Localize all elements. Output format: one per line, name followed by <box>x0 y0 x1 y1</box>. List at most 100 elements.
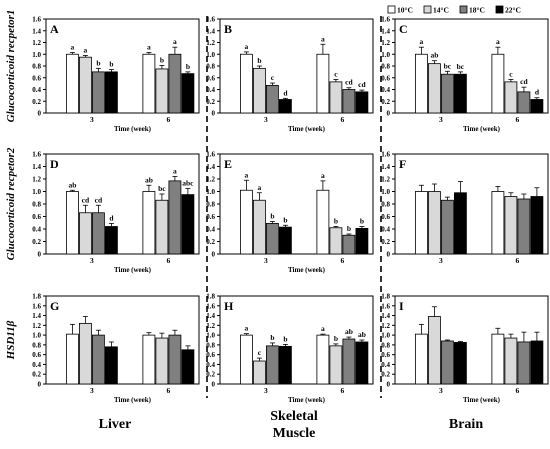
panel-letter-B: B <box>224 22 232 36</box>
column-label: Liver <box>99 417 132 432</box>
y-tick-label: 0.6 <box>381 74 390 82</box>
y-tick-label: 1.0 <box>206 51 215 59</box>
y-tick-label: 1.4 <box>32 163 41 171</box>
x-tick-label: 3 <box>439 386 443 395</box>
row-label: HSD11β <box>5 320 17 360</box>
bar <box>414 191 428 255</box>
row-label: Glucocorticoid recpetor1 <box>5 10 17 123</box>
bar <box>427 63 441 114</box>
bar <box>530 99 544 114</box>
y-tick-label: 0.8 <box>32 201 41 209</box>
significance-letter: c <box>334 70 338 79</box>
y-tick-label: 0.6 <box>381 351 390 359</box>
significance-letter: cd <box>345 78 353 87</box>
panel-letter-G: G <box>50 299 59 313</box>
y-tick-label: 0.4 <box>32 226 41 234</box>
significance-letter: a <box>245 170 249 179</box>
x-tick-label: 3 <box>90 386 94 395</box>
significance-letter: a <box>173 167 177 176</box>
bar <box>329 227 343 255</box>
bar <box>239 53 253 114</box>
significance-letter: abc <box>182 178 194 187</box>
significance-letter: d <box>109 213 114 222</box>
y-tick-label: 0.2 <box>381 98 390 106</box>
significance-letter: b <box>283 334 287 343</box>
bar <box>427 316 441 385</box>
y-tick-label: 0.6 <box>206 213 215 221</box>
bar <box>105 346 118 385</box>
bar <box>414 333 428 385</box>
y-tick-label: 1.2 <box>32 176 41 184</box>
y-tick-label: 0.8 <box>206 63 215 71</box>
significance-letter: c <box>509 70 513 79</box>
bar <box>316 189 330 255</box>
y-tick-label: 1.4 <box>381 27 390 35</box>
y-tick-label: 0.8 <box>381 63 390 71</box>
bar <box>142 191 156 255</box>
y-tick-label: 1.2 <box>32 39 41 47</box>
y-tick-label: 1.4 <box>206 163 215 171</box>
y-tick-label: 0.6 <box>32 74 41 82</box>
y-tick-label: 1.4 <box>206 27 215 35</box>
panel-frame-G <box>45 295 200 385</box>
y-tick-label: 1.2 <box>206 39 215 47</box>
bar <box>440 340 454 385</box>
bar <box>504 196 518 255</box>
y-tick-label: 1.6 <box>381 16 390 24</box>
y-tick-label: 0.4 <box>381 226 390 234</box>
significance-letter: b <box>270 212 274 221</box>
significance-letter: b <box>283 215 287 224</box>
y-tick-label: 0.6 <box>32 351 41 359</box>
y-tick-label: 0.2 <box>206 238 215 246</box>
significance-letter: ab <box>68 180 76 189</box>
y-tick-label: 0.2 <box>32 98 41 106</box>
significance-letter: a <box>245 324 249 333</box>
column-label: Brain <box>449 417 483 432</box>
x-tick-label: 6 <box>167 386 171 395</box>
y-tick-label: 0.2 <box>206 371 215 379</box>
bar <box>252 199 266 255</box>
y-tick-label: 0.8 <box>381 201 390 209</box>
significance-letter: a <box>321 324 325 333</box>
significance-letter: cd <box>520 77 528 86</box>
significance-letter: a <box>496 37 500 46</box>
y-tick-label: 0.4 <box>32 86 41 94</box>
bar <box>355 227 369 255</box>
panel-frame-H <box>219 295 374 385</box>
bar <box>517 91 531 114</box>
y-tick-label: 0 <box>387 110 391 118</box>
bar <box>252 360 266 385</box>
y-tick-label: 1.0 <box>32 188 41 196</box>
x-tick-label: 6 <box>341 256 345 265</box>
bar <box>265 84 279 114</box>
x-tick-label: 6 <box>516 386 520 395</box>
significance-letter: ab <box>430 51 438 60</box>
bar <box>504 337 518 385</box>
bar <box>181 349 195 385</box>
y-tick-label: 1.6 <box>381 151 390 159</box>
bar <box>453 192 467 255</box>
significance-letter: b <box>360 217 364 226</box>
panel-letter-D: D <box>50 157 59 171</box>
panel-letter-F: F <box>399 157 406 171</box>
x-tick-label: 3 <box>90 256 94 265</box>
y-tick-label: 1.6 <box>381 302 390 310</box>
bar <box>92 334 105 385</box>
y-tick-label: 0.4 <box>206 86 215 94</box>
bar <box>342 338 356 385</box>
legend-swatch <box>387 5 396 14</box>
bar <box>355 341 369 385</box>
panel-frame-I <box>394 295 549 385</box>
significance-letter: a <box>173 37 177 46</box>
y-tick-label: 0.6 <box>32 213 41 221</box>
x-tick-label: 6 <box>167 115 171 124</box>
x-axis-label: Time (week) <box>463 396 501 404</box>
y-tick-label: 0.8 <box>206 341 215 349</box>
significance-letter: a <box>84 45 88 54</box>
y-tick-label: 0.2 <box>32 238 41 246</box>
significance-letter: c <box>258 348 262 357</box>
x-axis-label: Time (week) <box>114 266 152 274</box>
x-tick-label: 3 <box>90 115 94 124</box>
y-tick-label: 0 <box>212 381 216 389</box>
y-tick-label: 0.2 <box>381 371 390 379</box>
